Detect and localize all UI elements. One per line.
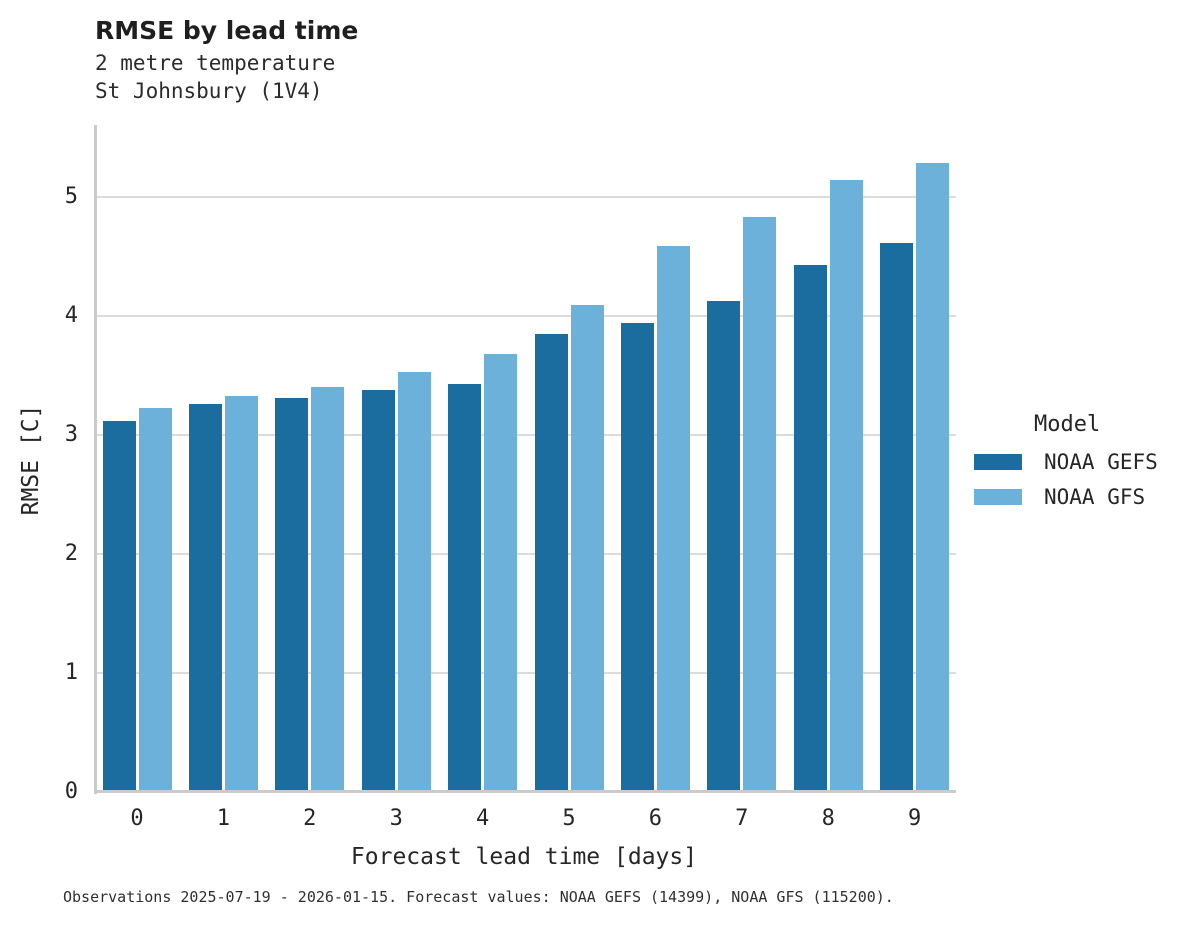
caption-text: Observations 2025-07-19 - 2026-01-15. Fo… bbox=[63, 888, 894, 906]
legend: NOAA GEFS NOAA GFS bbox=[974, 444, 1158, 514]
y-tick-label-1: 1 bbox=[64, 660, 78, 685]
gridline-y-4 bbox=[96, 315, 956, 317]
bar-noaa-gefs-day-6 bbox=[620, 323, 654, 792]
y-axis-title: RMSE [C] bbox=[18, 404, 44, 516]
bar-noaa-gefs-day-3 bbox=[361, 389, 395, 792]
gridline-y-5 bbox=[96, 196, 956, 198]
y-tick-label-0: 0 bbox=[64, 779, 78, 804]
bar-noaa-gfs-day-1 bbox=[224, 395, 258, 792]
x-tick-label-9: 9 bbox=[907, 806, 922, 831]
x-tick-label-0: 0 bbox=[130, 806, 144, 831]
legend-swatch-icon bbox=[974, 453, 1022, 470]
legend-title: Model bbox=[1034, 412, 1101, 437]
bar-noaa-gfs-day-3 bbox=[397, 371, 431, 792]
bar-noaa-gefs-day-5 bbox=[534, 333, 568, 792]
x-tick-label-2: 2 bbox=[303, 806, 317, 831]
bar-noaa-gfs-day-6 bbox=[656, 245, 690, 792]
bar-noaa-gefs-day-0 bbox=[102, 420, 136, 792]
x-axis-line bbox=[94, 790, 956, 793]
bar-noaa-gefs-day-4 bbox=[448, 383, 482, 792]
y-tick-label-4: 4 bbox=[64, 303, 78, 328]
legend-label: NOAA GFS bbox=[1044, 484, 1146, 509]
chart-subtitle-variable: 2 metre temperature bbox=[95, 51, 336, 75]
bar-noaa-gefs-day-2 bbox=[275, 398, 309, 792]
gridline-y-2 bbox=[96, 553, 956, 555]
y-tick-label-5: 5 bbox=[64, 184, 78, 209]
legend-swatch-icon bbox=[974, 488, 1022, 505]
x-tick-label-8: 8 bbox=[821, 806, 835, 831]
bar-noaa-gfs-day-8 bbox=[829, 180, 863, 792]
y-tick-label-2: 2 bbox=[64, 541, 78, 566]
x-tick-label-5: 5 bbox=[562, 806, 576, 831]
y-tick-label-3: 3 bbox=[64, 422, 78, 447]
bar-noaa-gefs-day-1 bbox=[188, 404, 222, 792]
chart-subtitle-station: St Johnsbury (1V4) bbox=[95, 79, 323, 103]
bar-noaa-gfs-day-9 bbox=[916, 162, 950, 792]
gridline-y-3 bbox=[96, 434, 956, 436]
bar-noaa-gfs-day-4 bbox=[484, 354, 518, 792]
bar-noaa-gfs-day-2 bbox=[311, 387, 345, 792]
gridline-y-1 bbox=[96, 672, 956, 674]
x-tick-label-4: 4 bbox=[475, 806, 490, 831]
y-axis-line bbox=[94, 125, 97, 794]
x-axis-title: Forecast lead time [days] bbox=[350, 844, 698, 870]
bar-noaa-gfs-day-5 bbox=[570, 305, 604, 792]
legend-entry-noaa-gefs: NOAA GEFS bbox=[974, 444, 1158, 479]
chart-title: RMSE by lead time bbox=[95, 16, 359, 45]
bar-noaa-gefs-day-9 bbox=[880, 243, 914, 792]
x-tick-label-1: 1 bbox=[216, 806, 231, 831]
x-tick-label-6: 6 bbox=[648, 806, 663, 831]
bar-noaa-gefs-day-7 bbox=[707, 300, 741, 792]
x-tick-label-7: 7 bbox=[735, 806, 749, 831]
bar-noaa-gfs-day-7 bbox=[743, 217, 777, 792]
legend-entry-noaa-gfs: NOAA GFS bbox=[974, 479, 1158, 514]
legend-label: NOAA GEFS bbox=[1044, 449, 1158, 474]
bar-noaa-gfs-day-0 bbox=[138, 407, 172, 792]
bar-noaa-gefs-day-8 bbox=[793, 264, 827, 792]
plot-area bbox=[96, 125, 956, 792]
x-tick-label-3: 3 bbox=[389, 806, 403, 831]
